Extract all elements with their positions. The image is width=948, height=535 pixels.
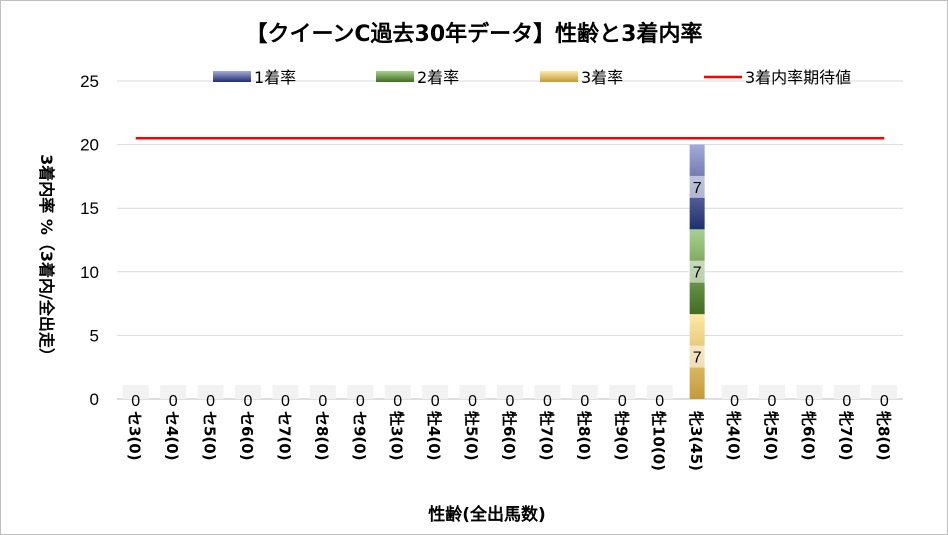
zero-bar-placeholder bbox=[796, 385, 823, 399]
legend-label: 3着率 bbox=[581, 68, 623, 87]
data-label-background bbox=[688, 345, 707, 368]
x-category-label: 牡8(0) bbox=[575, 411, 593, 461]
zero-bar-placeholder bbox=[384, 385, 411, 399]
y-axis-label: 3着内率 %（3着内/全出走） bbox=[37, 154, 56, 364]
zero-bar-placeholder bbox=[160, 385, 187, 399]
x-category-label: セ9(0) bbox=[350, 411, 368, 461]
data-label-background bbox=[688, 260, 707, 283]
zero-bar-placeholder bbox=[272, 385, 299, 399]
y-tick-label: 0 bbox=[90, 390, 99, 409]
x-category-label: 牡10(0) bbox=[650, 411, 668, 471]
y-axis-ticks: 0 5 10 15 20 25 bbox=[80, 72, 99, 409]
zero-bar-placeholder bbox=[833, 385, 860, 399]
y-tick-label: 5 bbox=[90, 326, 99, 345]
data-label-background bbox=[688, 175, 707, 198]
x-category-label: セ6(0) bbox=[238, 411, 256, 461]
total-label: 0 bbox=[768, 393, 777, 410]
x-category-label: 牡4(0) bbox=[425, 411, 443, 461]
chart-title: 【クイーンC過去30年データ】性齢と3着内率 bbox=[246, 21, 703, 47]
zero-bar-placeholder bbox=[422, 385, 449, 399]
data-labels: 0 0 0 0 0 0 0 0 0 0 0 0 0 0 0 7 7 7 0 0 0 0 0 bbox=[131, 175, 889, 410]
x-category-label: 牡5(0) bbox=[463, 411, 481, 461]
zero-bar-placeholder bbox=[534, 385, 561, 399]
data-label: 7 bbox=[693, 350, 702, 367]
total-label: 0 bbox=[244, 393, 253, 410]
total-label: 0 bbox=[356, 393, 365, 410]
legend-swatch-2着率 bbox=[376, 71, 414, 82]
legend: 1着率 2着率 3着率 3着内率期待値 bbox=[213, 68, 851, 87]
total-label: 0 bbox=[618, 393, 627, 410]
zero-bar-placeholder bbox=[759, 385, 785, 399]
total-label: 0 bbox=[169, 393, 178, 410]
x-category-label: セ4(0) bbox=[163, 411, 181, 461]
x-category-label: セ7(0) bbox=[275, 411, 293, 461]
zero-bar-placeholder bbox=[871, 385, 898, 399]
total-label: 0 bbox=[842, 393, 851, 410]
total-label: 0 bbox=[506, 393, 515, 410]
x-category-label: 牝3(45) bbox=[687, 411, 705, 471]
total-label: 0 bbox=[655, 393, 664, 410]
x-category-label: セ8(0) bbox=[313, 411, 331, 461]
x-category-label: 牡3(0) bbox=[388, 411, 406, 461]
zero-bar-placeholder bbox=[721, 385, 748, 399]
zero-bar-placeholder bbox=[122, 385, 149, 399]
zero-bar-placeholder bbox=[347, 385, 374, 399]
legend-label: 2着率 bbox=[417, 68, 459, 87]
x-category-label: 牝4(0) bbox=[725, 411, 743, 461]
total-label: 0 bbox=[431, 393, 440, 410]
zero-bar-placeholder bbox=[609, 385, 636, 399]
zero-bar-placeholder bbox=[571, 385, 598, 399]
y-tick-label: 15 bbox=[80, 199, 99, 218]
legend-swatch-3着率 bbox=[540, 71, 578, 82]
bars bbox=[122, 144, 898, 399]
data-label: 7 bbox=[693, 180, 702, 197]
total-label: 0 bbox=[393, 393, 402, 410]
total-label: 0 bbox=[468, 393, 477, 410]
x-axis-label: 性齢(全出馬数) bbox=[428, 504, 546, 525]
total-label: 0 bbox=[580, 393, 589, 410]
x-category-label: 牝7(0) bbox=[837, 411, 855, 461]
x-category-label: 牡9(0) bbox=[612, 411, 630, 461]
x-category-label: セ5(0) bbox=[201, 411, 219, 461]
total-label: 0 bbox=[281, 393, 290, 410]
y-tick-label: 20 bbox=[80, 136, 99, 155]
total-label: 0 bbox=[730, 393, 739, 410]
zero-bar-placeholder bbox=[646, 385, 673, 399]
data-label: 7 bbox=[693, 265, 702, 282]
legend-label: 1着率 bbox=[254, 68, 296, 87]
total-label: 0 bbox=[543, 393, 552, 410]
x-category-label: 牝5(0) bbox=[762, 411, 780, 461]
total-label: 0 bbox=[206, 393, 215, 410]
zero-bar-placeholder bbox=[497, 385, 523, 399]
total-label: 0 bbox=[131, 393, 140, 410]
y-tick-label: 25 bbox=[80, 72, 99, 91]
total-label: 0 bbox=[318, 393, 327, 410]
total-label: 0 bbox=[880, 393, 889, 410]
x-axis-ticks: セ3(0) セ4(0) セ5(0) セ6(0) セ7(0) セ8(0) セ9(0) 牡3(0)… bbox=[126, 411, 893, 471]
x-category-label: 牡7(0) bbox=[537, 411, 555, 461]
legend-label: 3着内率期待値 bbox=[745, 68, 851, 87]
x-category-label: 牝6(0) bbox=[799, 411, 817, 461]
zero-bar-placeholder bbox=[309, 385, 336, 399]
x-category-label: セ3(0) bbox=[126, 411, 144, 461]
x-category-label: 牝8(0) bbox=[874, 411, 892, 461]
zero-bar-placeholder bbox=[197, 385, 224, 399]
zero-bar-placeholder bbox=[459, 385, 486, 399]
total-label: 0 bbox=[805, 393, 814, 410]
x-category-label: 牡6(0) bbox=[500, 411, 518, 461]
gridlines bbox=[117, 80, 903, 400]
legend-swatch-1着率 bbox=[213, 71, 251, 82]
y-tick-label: 10 bbox=[80, 263, 99, 282]
zero-bar-placeholder bbox=[235, 385, 261, 399]
